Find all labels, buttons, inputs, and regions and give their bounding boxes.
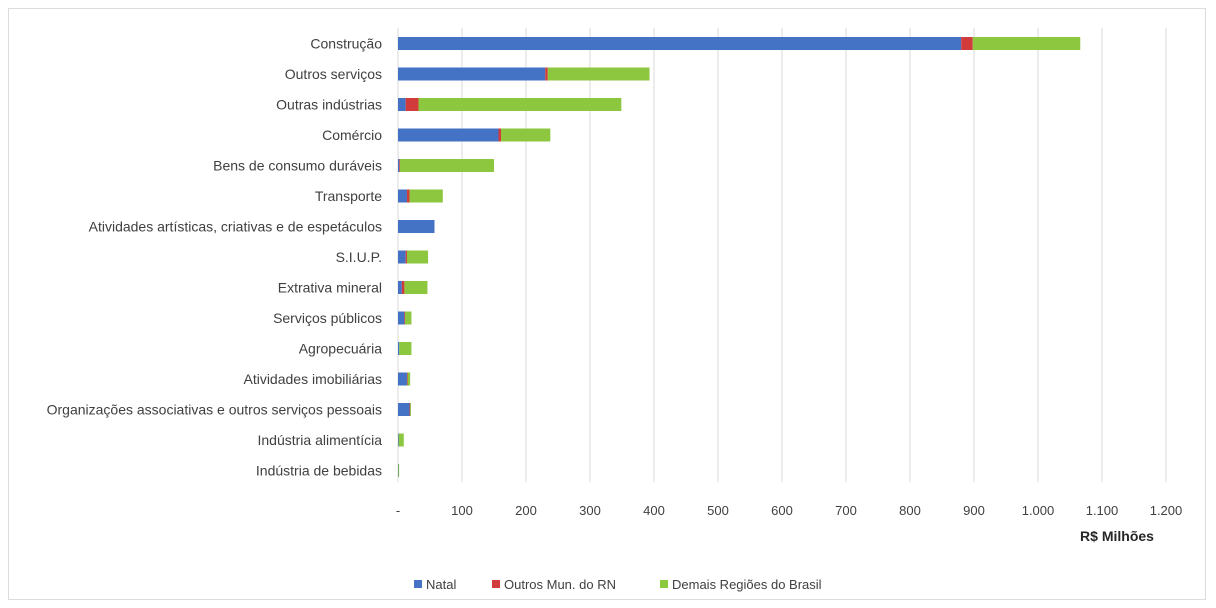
- bar-segment: [404, 311, 406, 325]
- legend-label: Demais Regiões do Brasil: [672, 577, 822, 592]
- bar-segment: [409, 189, 443, 203]
- category-label: Bens de consumo duráveis: [213, 158, 382, 174]
- x-tick-label: -: [396, 503, 400, 518]
- category-label: Transporte: [315, 188, 382, 204]
- category-label: Comércio: [322, 127, 382, 143]
- bar-segment: [398, 189, 407, 203]
- bar-segment: [398, 67, 546, 81]
- bar-segment: [406, 189, 410, 203]
- legend-swatch: [660, 580, 668, 588]
- bar-segment: [398, 159, 400, 172]
- x-tick-label: 700: [835, 503, 857, 518]
- category-label: Serviços públicos: [273, 310, 382, 326]
- category-label: Indústria alimentícia: [257, 432, 382, 448]
- bar-segment: [404, 281, 428, 294]
- bar-segment: [398, 281, 402, 294]
- legend-label: Natal: [426, 577, 456, 592]
- bar-segment: [501, 128, 551, 142]
- bar-segment: [547, 67, 650, 81]
- bar-segment: [545, 67, 548, 81]
- bar-segment: [398, 464, 400, 477]
- bar-segment: [409, 403, 411, 416]
- bar-segment: [405, 250, 407, 264]
- bar-segment: [398, 220, 435, 233]
- category-label: Atividades artísticas, criativas e de es…: [89, 219, 382, 235]
- x-tick-label: 100: [451, 503, 473, 518]
- category-label: Organizações associativas e outros servi…: [47, 402, 382, 418]
- bar-segment: [398, 433, 399, 447]
- x-tick-label: 1.100: [1086, 503, 1119, 518]
- bar-segment: [398, 37, 962, 50]
- bar-segment: [398, 403, 410, 416]
- bar-segment: [398, 98, 406, 111]
- x-tick-label: 200: [515, 503, 537, 518]
- bar-segment: [961, 37, 973, 50]
- x-tick-label: 800: [899, 503, 921, 518]
- category-label: Indústria de bebidas: [256, 463, 382, 479]
- x-axis-title: R$ Milhões: [1080, 528, 1154, 544]
- category-label: Construção: [310, 36, 382, 52]
- bar-segment: [399, 159, 401, 172]
- x-axis-ticks: - 100 200 300 400 500 600 700 800 900 1.000 1.100 1.…: [396, 503, 1182, 518]
- bar-segment: [405, 98, 419, 111]
- x-tick-label: 600: [771, 503, 793, 518]
- bar-segment: [407, 372, 411, 386]
- legend-swatch: [414, 580, 422, 588]
- bar-segment: [406, 372, 408, 386]
- bar-segment: [398, 342, 400, 355]
- x-tick-label: 300: [579, 503, 601, 518]
- x-tick-label: 1.200: [1150, 503, 1183, 518]
- legend: Natal Outros Mun. do RN Demais Regiões do …: [414, 577, 822, 592]
- category-label: Agropecuária: [299, 341, 382, 357]
- bar-segment: [398, 250, 406, 264]
- bar-segment: [406, 250, 429, 264]
- category-label: Outros serviços: [285, 66, 382, 82]
- gridlines: [397, 28, 1167, 483]
- bar-segment: [398, 372, 407, 386]
- x-tick-label: 500: [707, 503, 729, 518]
- bar-segment: [410, 403, 411, 416]
- bar-segment: [399, 159, 494, 172]
- bar-segment: [498, 128, 502, 142]
- legend-swatch: [492, 580, 500, 588]
- category-label: S.I.U.P.: [336, 249, 382, 265]
- category-label: Atividades imobiliárias: [243, 371, 382, 387]
- category-labels: Construção Outros serviços Outras indústri…: [47, 36, 383, 479]
- category-label: Extrativa mineral: [278, 280, 382, 296]
- bar-segment: [418, 98, 622, 111]
- bar-segment: [399, 342, 412, 355]
- bar-segment: [401, 281, 405, 294]
- x-tick-label: 900: [963, 503, 985, 518]
- x-tick-label: 1.000: [1022, 503, 1055, 518]
- bar-segment: [398, 433, 404, 447]
- bar-segment: [398, 311, 405, 325]
- category-label: Outras indústrias: [276, 97, 382, 113]
- bar-segment: [405, 311, 412, 325]
- legend-label: Outros Mun. do RN: [504, 577, 616, 592]
- bars: [398, 37, 1081, 477]
- x-tick-label: 400: [643, 503, 665, 518]
- bar-segment: [398, 128, 499, 142]
- bar-segment: [972, 37, 1081, 50]
